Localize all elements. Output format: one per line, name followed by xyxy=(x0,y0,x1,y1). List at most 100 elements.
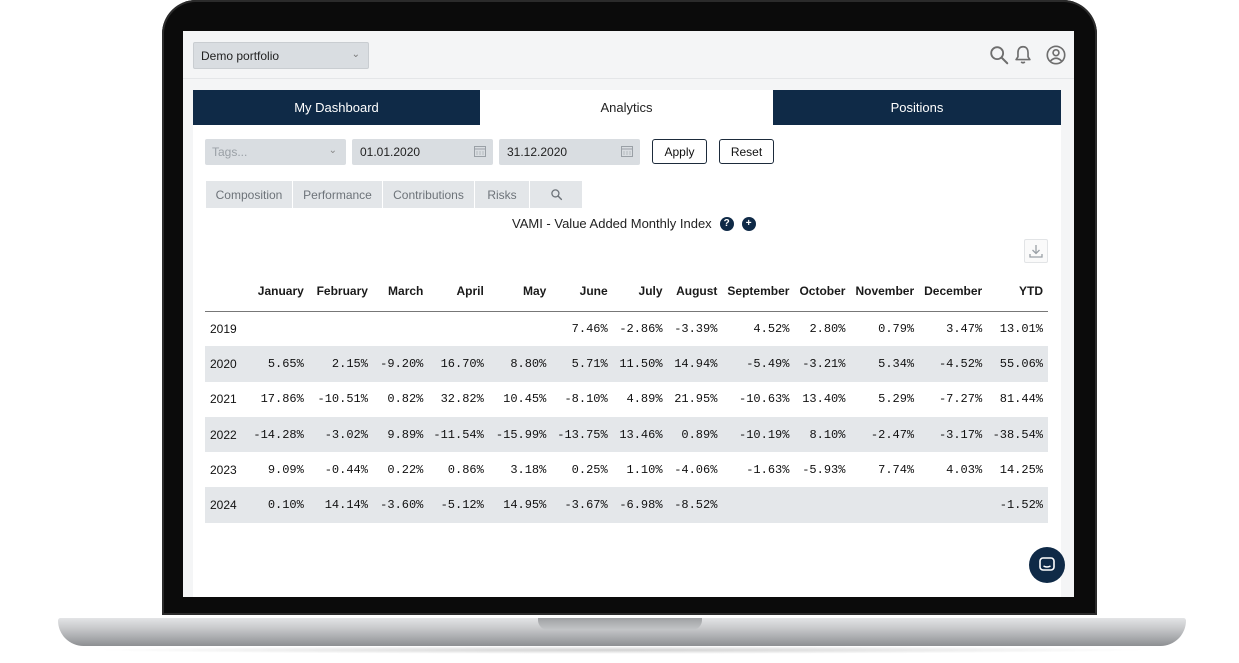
calendar-icon[interactable] xyxy=(474,145,486,157)
subtab-risks[interactable]: Risks xyxy=(475,181,529,208)
end-date-value: 31.12.2020 xyxy=(507,145,568,159)
column-header-october: October xyxy=(794,271,851,312)
app-screen: Demo portfolio ⌄ My Dashboard Analytics … xyxy=(183,31,1074,597)
table-cell: 5.34% xyxy=(850,346,920,382)
tab-analytics[interactable]: Analytics xyxy=(480,90,773,125)
table-cell: 14.94% xyxy=(667,346,723,382)
subtab-composition[interactable]: Composition xyxy=(206,181,292,208)
table-cell: -3.02% xyxy=(308,416,373,453)
apply-button[interactable]: Apply xyxy=(652,139,707,164)
table-cell: 3.47% xyxy=(946,321,983,336)
column-header-january: January xyxy=(248,271,309,312)
portfolio-select[interactable]: Demo portfolio ⌄ xyxy=(193,42,369,69)
subtab-contributions[interactable]: Contributions xyxy=(383,181,474,208)
table-cell: 14.14% xyxy=(308,487,373,523)
table-cell: 5.65% xyxy=(248,346,309,382)
search-icon[interactable] xyxy=(988,44,1010,66)
table-cell xyxy=(850,487,920,523)
table-cell: 4.03% xyxy=(946,462,983,477)
table-cell: 16.70% xyxy=(428,346,489,382)
tags-placeholder: Tags... xyxy=(212,145,248,159)
table-cell: -11.54% xyxy=(428,416,489,453)
table-row: 2023 9.09% -0.44% 0.22% 0.86% 3.18% 0.25% 1.10%… xyxy=(205,452,1048,487)
subtab-search[interactable] xyxy=(530,181,582,208)
start-date-input[interactable]: 01.01.2020 xyxy=(352,139,493,165)
tags-select[interactable]: Tags... ⌄ xyxy=(205,139,346,165)
table-cell: 2.80% xyxy=(809,321,846,336)
table-cell: -3.39% xyxy=(674,321,718,336)
user-icon[interactable] xyxy=(1045,44,1067,66)
table-cell: 0.10% xyxy=(248,487,309,523)
column-header-june: June xyxy=(551,271,613,312)
row-year: 2024 xyxy=(205,487,249,523)
table-cell xyxy=(309,311,373,346)
table-cell: -7.27% xyxy=(938,392,983,407)
laptop-shadow xyxy=(90,646,1154,654)
table-cell: 14.95% xyxy=(488,487,552,523)
table-cell: 3.18% xyxy=(510,462,547,477)
row-year: 2020 xyxy=(205,346,249,382)
chevron-down-icon: ⌄ xyxy=(351,49,360,60)
vami-table: January February March April May June July Augu… xyxy=(205,271,1048,523)
column-header-march: March xyxy=(372,271,429,312)
tab-positions[interactable]: Positions xyxy=(773,90,1061,125)
start-date-value: 01.01.2020 xyxy=(360,145,421,159)
subtab-performance[interactable]: Performance xyxy=(293,181,382,208)
row-year: 2022 xyxy=(205,416,249,453)
end-date-input[interactable]: 31.12.2020 xyxy=(499,139,640,165)
vami-title-row: VAMI - Value Added Monthly Index ? + xyxy=(512,216,756,231)
column-header-year xyxy=(205,271,249,312)
table-cell: 9.89% xyxy=(372,416,429,453)
table-cell: -8.10% xyxy=(564,392,608,407)
table-cell: 0.82% xyxy=(387,392,424,407)
table-body: 2019 7.46% -2.86% -3.39% 4.52% 2.80% 0.79% 3.47… xyxy=(205,311,1048,523)
table-cell: 17.86% xyxy=(260,392,304,407)
add-circle-icon[interactable]: + xyxy=(741,216,756,231)
column-header-november: November xyxy=(850,271,920,312)
table-cell: -4.06% xyxy=(674,462,718,477)
chat-button[interactable] xyxy=(1029,547,1065,583)
bell-icon[interactable] xyxy=(1012,44,1034,66)
table-cell xyxy=(489,311,552,346)
table-cell: -5.49% xyxy=(722,346,795,382)
table-row: 2020 5.65% 2.15% -9.20% 16.70% 8.80% 5.71% 11.5… xyxy=(205,346,1048,382)
table-cell xyxy=(919,487,988,523)
table-cell: -10.19% xyxy=(722,416,795,453)
portfolio-select-value: Demo portfolio xyxy=(201,49,280,63)
reset-button[interactable]: Reset xyxy=(719,139,774,164)
search-icon xyxy=(550,189,562,201)
main-tabs: My Dashboard Analytics Positions xyxy=(193,90,1061,125)
laptop-notch xyxy=(538,618,702,630)
table-cell: -3.67% xyxy=(551,487,613,523)
table-row: 2024 0.10% 14.14% -3.60% -5.12% 14.95% -3.67% -… xyxy=(205,487,1048,523)
calendar-icon[interactable] xyxy=(621,145,633,157)
table-cell: -2.47% xyxy=(850,416,920,453)
table-cell: 4.89% xyxy=(626,392,663,407)
table-cell: 8.10% xyxy=(794,416,851,453)
column-header-february: February xyxy=(308,271,373,312)
table-cell: 5.71% xyxy=(551,346,613,382)
table-cell: 0.86% xyxy=(447,462,484,477)
table-cell: 8.80% xyxy=(488,346,552,382)
table-cell: -38.54% xyxy=(987,416,1048,453)
table-row: 2022 -14.28% -3.02% 9.89% -11.54% -15.99% -13.… xyxy=(205,416,1048,453)
table-cell: -1.63% xyxy=(746,462,790,477)
table-cell: -6.98% xyxy=(612,487,668,523)
column-header-august: August xyxy=(667,271,723,312)
table-cell xyxy=(794,487,851,523)
table-cell: -3.60% xyxy=(372,487,429,523)
table-cell: 21.95% xyxy=(674,392,718,407)
table-cell: 55.06% xyxy=(987,346,1048,382)
table-cell: 0.79% xyxy=(878,321,915,336)
table-cell: 13.40% xyxy=(802,392,846,407)
help-icon[interactable]: ? xyxy=(719,216,734,231)
table-cell: 1.10% xyxy=(626,462,663,477)
chevron-down-icon: ⌄ xyxy=(328,145,337,156)
table-cell: -8.52% xyxy=(667,487,723,523)
tab-my-dashboard[interactable]: My Dashboard xyxy=(193,90,480,125)
column-header-july: July xyxy=(612,271,668,312)
top-bar: Demo portfolio ⌄ xyxy=(183,31,1074,79)
table-cell: -10.51% xyxy=(317,392,368,407)
table-cell: -10.63% xyxy=(739,392,790,407)
download-button[interactable] xyxy=(1024,239,1048,263)
